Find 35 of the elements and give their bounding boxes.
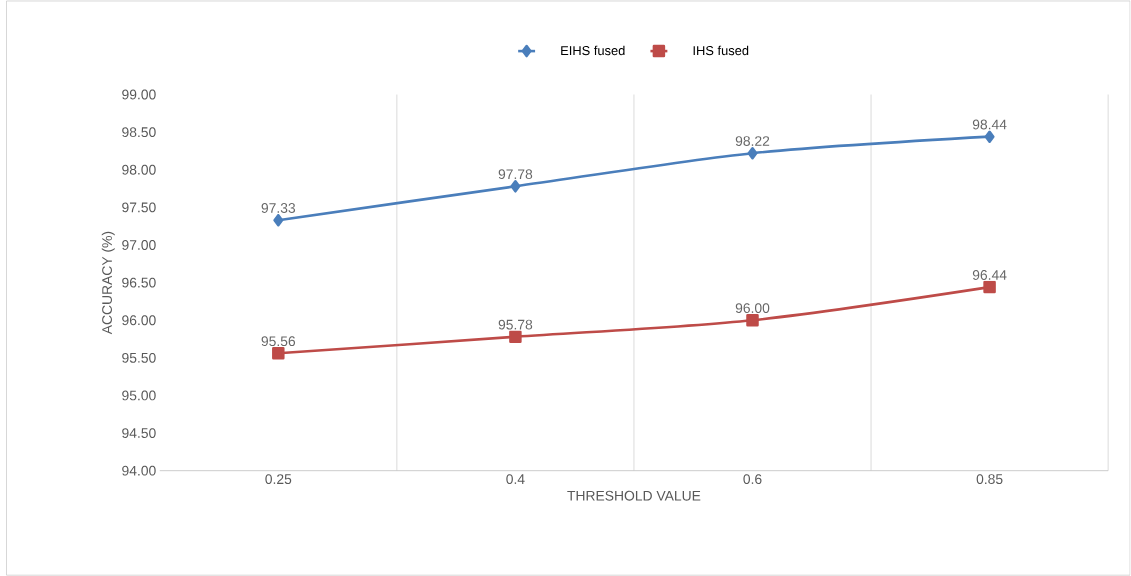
y-axis-title: ACCURACY (%): [101, 231, 115, 335]
point: [510, 179, 521, 193]
y-tick-label: 99.00: [122, 89, 156, 100]
y-tick-label: 97.50: [122, 202, 156, 213]
x-tick-label: 0.85: [976, 474, 1003, 484]
data-label: 95.56: [261, 336, 296, 347]
x-tick-label: 0.25: [265, 474, 292, 484]
y-tick-label: 94.50: [122, 428, 156, 438]
point: [747, 146, 758, 160]
y-tick-label: 98.00: [122, 164, 156, 175]
data-label: 96.44: [972, 269, 1007, 280]
data-label: 98.22: [735, 136, 770, 146]
y-tick-label: 96.00: [122, 315, 156, 326]
data-label: 97.33: [261, 203, 296, 213]
y-tick-label: 98.50: [122, 127, 156, 137]
y-tick-label: 95.50: [122, 352, 156, 363]
point: [983, 280, 996, 294]
x-axis-title: THRESHOLD VALUE: [567, 490, 701, 501]
y-tick-label: 96.50: [122, 277, 156, 288]
x-tick-label: 0.6: [743, 474, 762, 484]
data-label: 98.44: [972, 119, 1007, 130]
y-tick-label: 94.00: [122, 465, 156, 476]
point: [746, 313, 759, 327]
legend-label: IHS fused: [693, 45, 749, 56]
legend-label: EIHS fused: [561, 45, 625, 56]
x-tick-label: 0.4: [506, 474, 525, 484]
y-tick-label: 95.00: [122, 390, 156, 401]
data-label: 95.78: [498, 319, 533, 330]
point: [984, 130, 995, 143]
point: [272, 347, 285, 360]
point: [509, 330, 522, 343]
data-label: 96.00: [735, 303, 770, 313]
y-tick-label: 97.00: [122, 239, 156, 250]
data-label: 97.78: [498, 169, 533, 179]
point: [273, 213, 284, 227]
